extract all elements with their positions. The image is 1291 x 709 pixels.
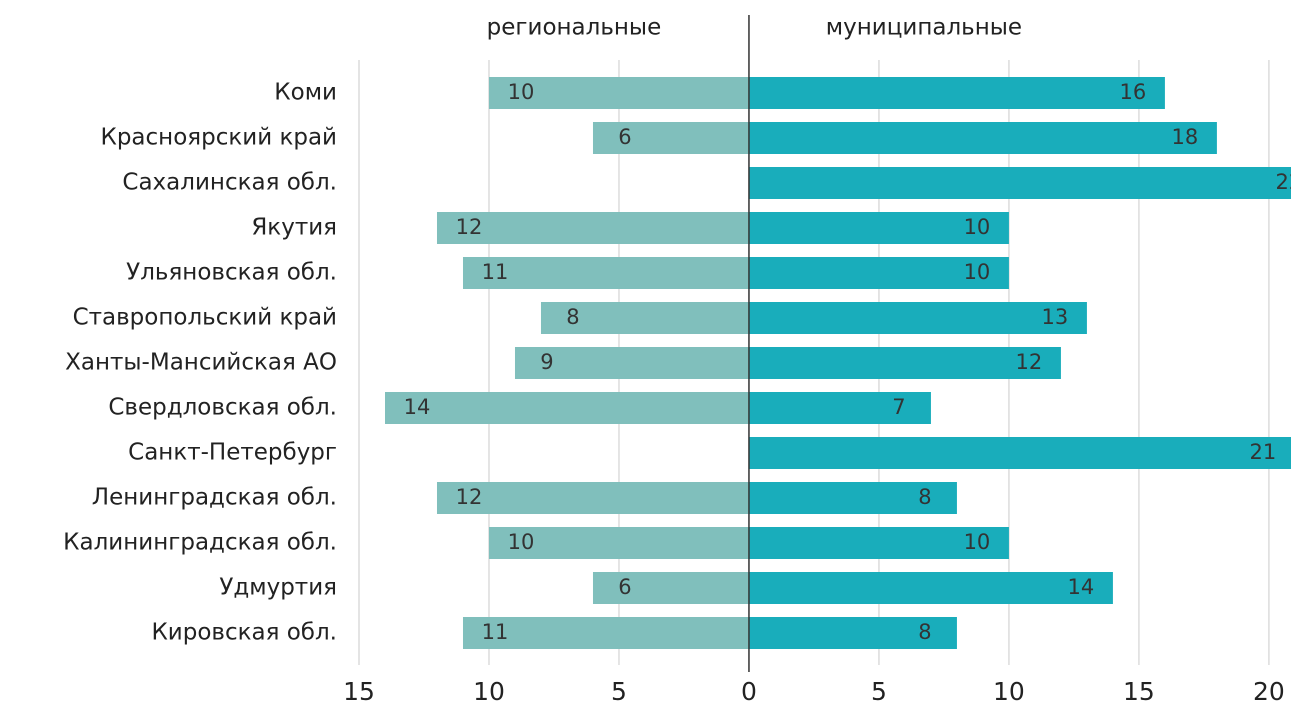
bar xyxy=(384,392,749,424)
value-label: 11 xyxy=(482,260,509,284)
bar xyxy=(748,167,1291,199)
bar xyxy=(436,482,749,514)
category-label: Сахалинская обл. xyxy=(122,170,337,196)
value-label: 21 xyxy=(1250,440,1277,464)
bar xyxy=(748,617,957,649)
bar xyxy=(748,302,1087,334)
value-label: 10 xyxy=(508,80,535,104)
bar xyxy=(540,302,749,334)
x-tick-label: 15 xyxy=(1123,677,1155,706)
value-label: 18 xyxy=(1172,125,1199,149)
series-header: муниципальные xyxy=(826,15,1022,41)
bar xyxy=(488,527,749,559)
value-label: 8 xyxy=(566,305,579,329)
value-label: 12 xyxy=(456,485,483,509)
x-tick-label: 20 xyxy=(1253,677,1285,706)
value-label: 6 xyxy=(618,125,631,149)
x-tick-label: 5 xyxy=(871,677,887,706)
x-tick-label: 15 xyxy=(343,677,375,706)
value-label: 12 xyxy=(456,215,483,239)
bar xyxy=(748,77,1165,109)
category-label: Санкт-Петербург xyxy=(128,440,337,466)
value-label: 16 xyxy=(1120,80,1147,104)
category-label: Красноярский край xyxy=(101,125,338,151)
bar xyxy=(436,212,749,244)
bar xyxy=(748,212,1009,244)
series-header: региональные xyxy=(487,15,662,41)
x-tick-label: 10 xyxy=(473,677,505,706)
value-label: 6 xyxy=(618,575,631,599)
category-label: Якутия xyxy=(251,215,337,241)
bar xyxy=(748,347,1061,379)
value-label: 9 xyxy=(540,350,553,374)
value-label: 14 xyxy=(1068,575,1095,599)
bar xyxy=(462,617,749,649)
value-label: 10 xyxy=(964,260,991,284)
bar xyxy=(748,482,957,514)
category-label: Кировская обл. xyxy=(151,620,337,646)
bar xyxy=(748,437,1291,469)
value-label: 10 xyxy=(508,530,535,554)
category-label: Ставропольский край xyxy=(73,305,337,331)
value-label: 10 xyxy=(964,530,991,554)
category-label: Удмуртия xyxy=(219,575,337,601)
bar xyxy=(748,257,1009,289)
bar xyxy=(592,122,749,154)
x-tick-label: 10 xyxy=(993,677,1025,706)
bar xyxy=(514,347,749,379)
bar xyxy=(592,572,749,604)
value-label: 10 xyxy=(964,215,991,239)
value-label: 12 xyxy=(1016,350,1043,374)
category-label: Ханты-Мансийская АО xyxy=(65,350,337,376)
bar xyxy=(748,572,1113,604)
value-label: 11 xyxy=(482,620,509,644)
bar xyxy=(748,527,1009,559)
x-tick-label: 0 xyxy=(741,677,757,706)
category-label: Калининградская обл. xyxy=(63,530,337,556)
value-label: 22 xyxy=(1276,170,1291,194)
value-label: 7 xyxy=(892,395,905,419)
category-label: Свердловская обл. xyxy=(108,395,337,421)
bar xyxy=(462,257,749,289)
category-label: Коми xyxy=(274,80,337,106)
category-label: Ульяновская обл. xyxy=(126,260,337,286)
x-tick-label: 5 xyxy=(611,677,627,706)
value-label: 13 xyxy=(1042,305,1069,329)
value-label: 8 xyxy=(918,620,931,644)
bar xyxy=(748,122,1217,154)
category-label: Ленинградская обл. xyxy=(92,485,337,511)
bar xyxy=(748,392,931,424)
value-label: 14 xyxy=(404,395,431,419)
bar xyxy=(488,77,749,109)
value-label: 8 xyxy=(918,485,931,509)
